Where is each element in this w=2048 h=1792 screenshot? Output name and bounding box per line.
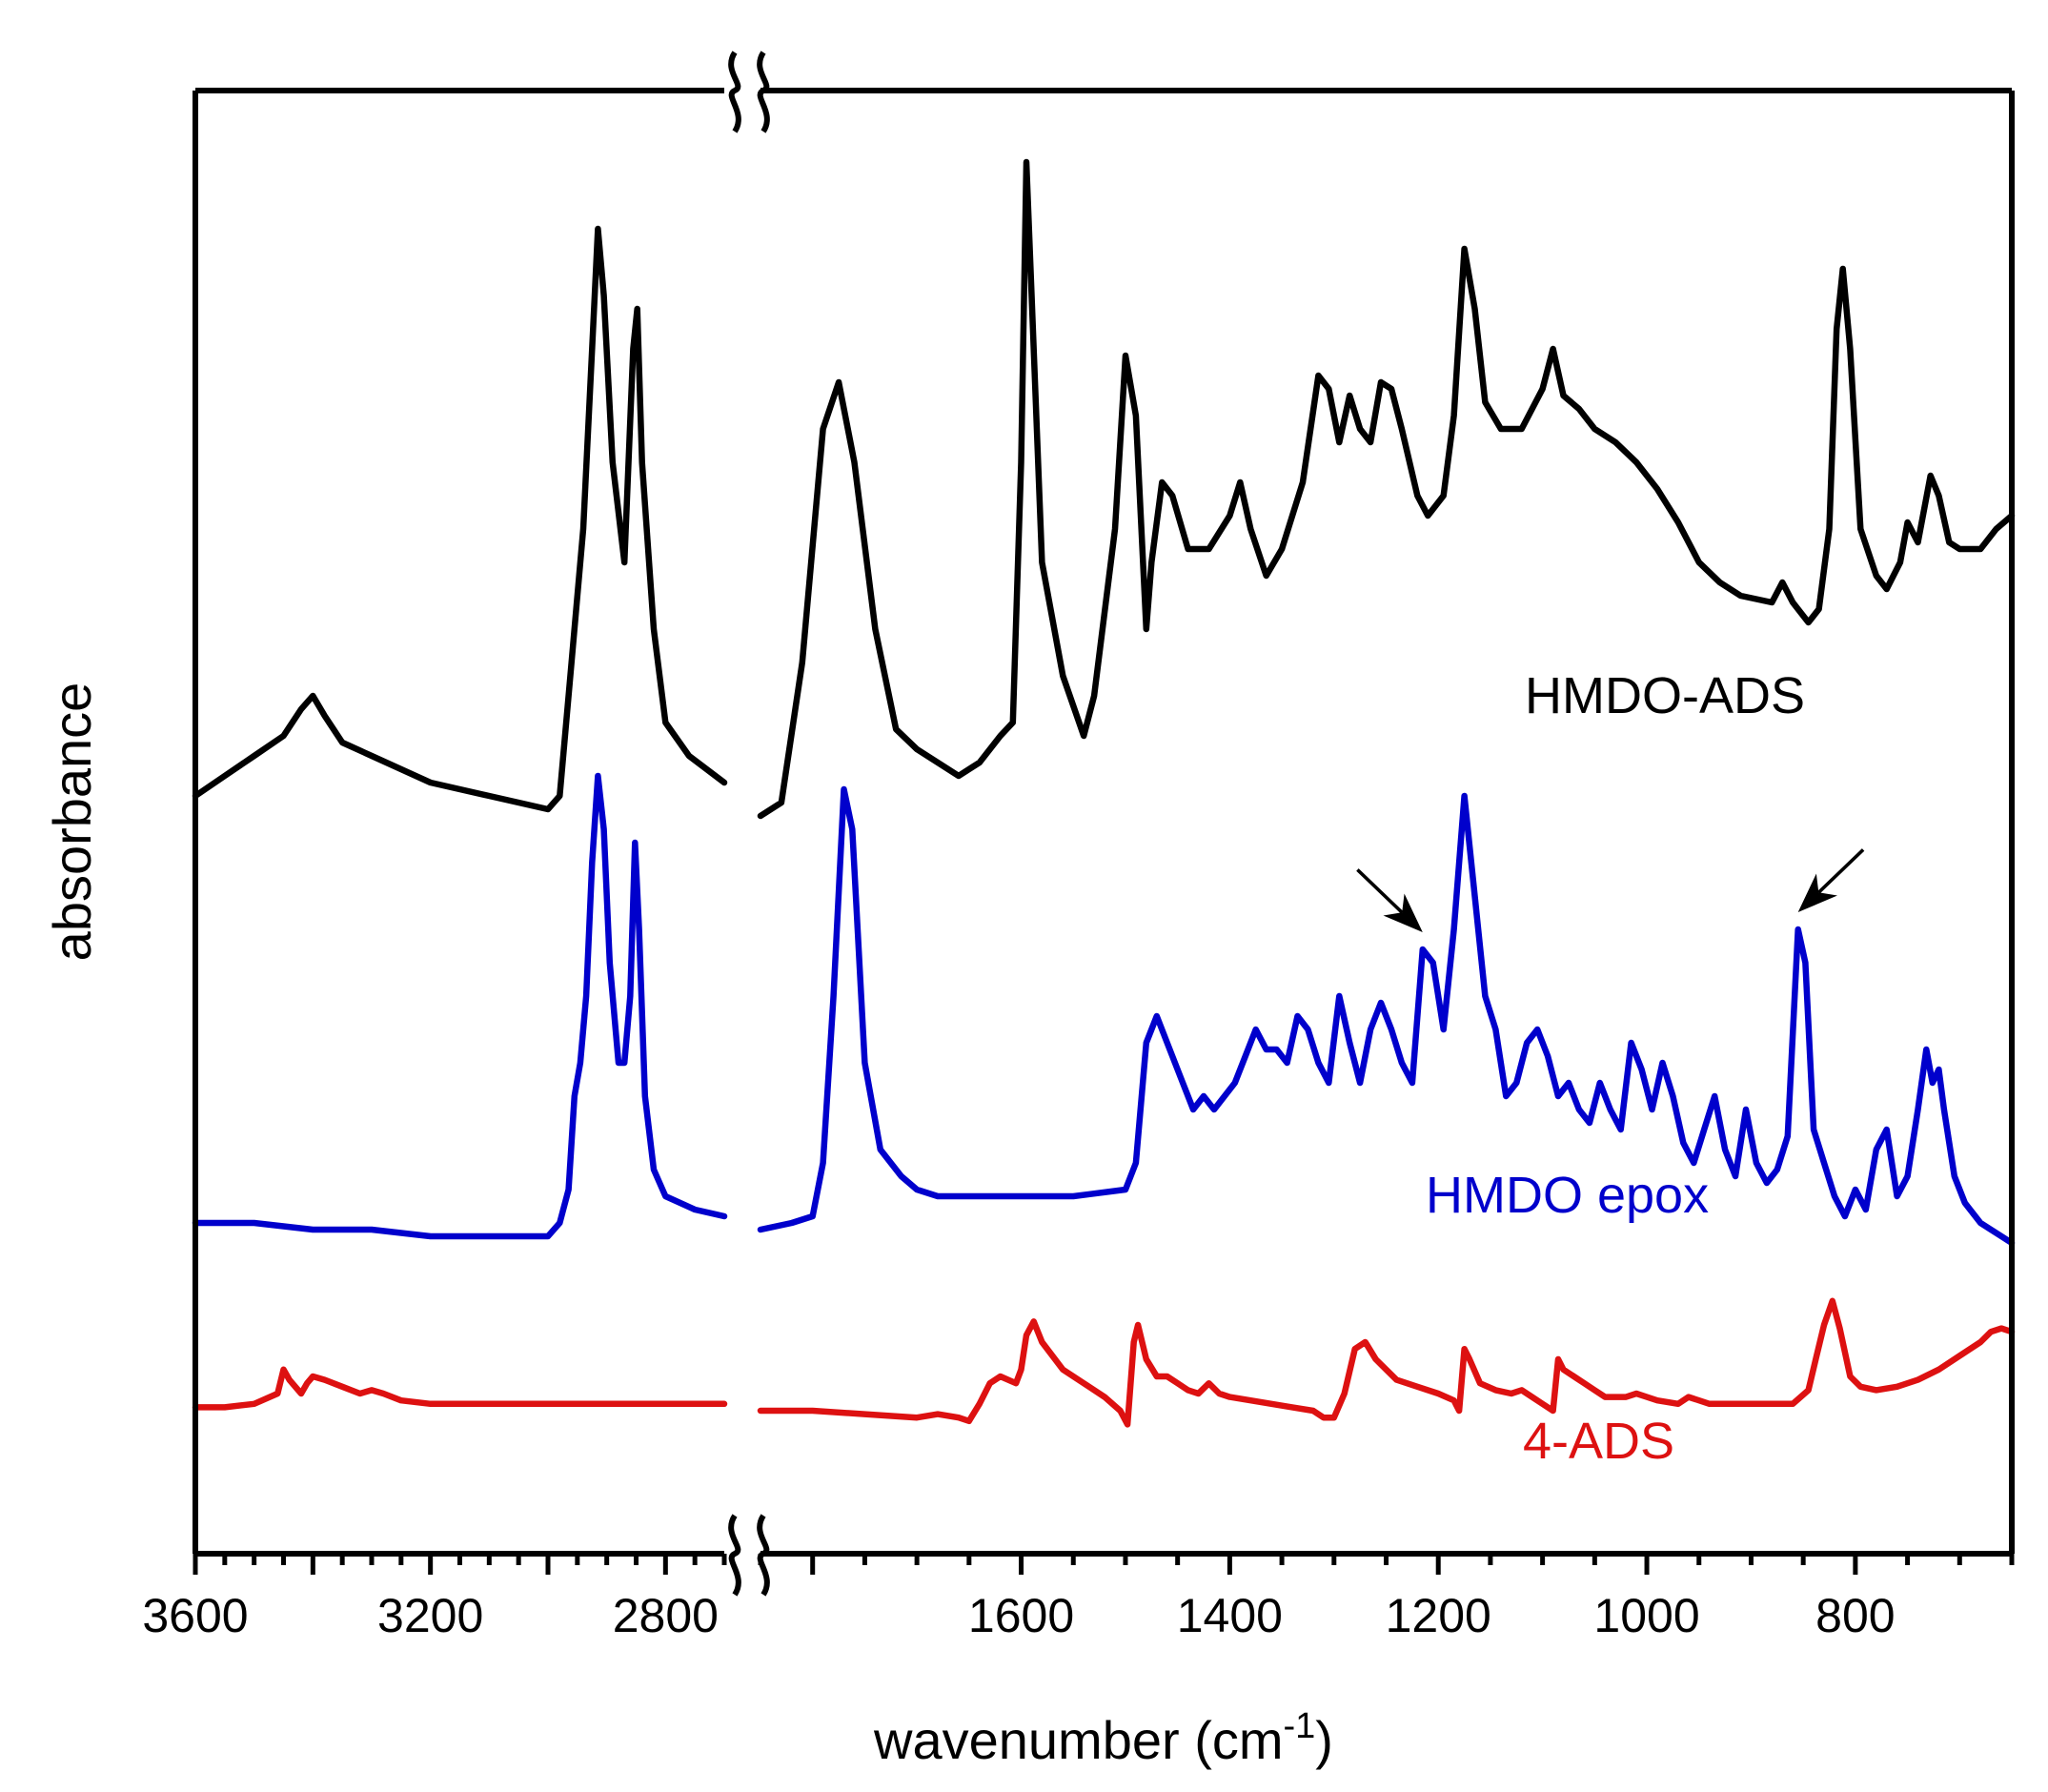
- x-tick-label-2800: 2800: [613, 1589, 719, 1642]
- series-line-hmdo-ads-low: [757, 158, 2016, 820]
- x-tick-label-1600: 1600: [968, 1589, 1074, 1642]
- top-break-left: [728, 51, 741, 133]
- series-label-hmdo-epox: HMDO epox: [1426, 1167, 1709, 1224]
- x-tick-label-800: 800: [1815, 1589, 1895, 1642]
- series-line-hmdo-epox-high: [192, 772, 728, 1240]
- series-line-4-ads-high: [192, 1366, 728, 1411]
- series-line-hmdo-epox-low: [757, 785, 2016, 1247]
- x-axis-title-superscript: -1: [1284, 1706, 1316, 1746]
- x-tick-label-3200: 3200: [377, 1589, 483, 1642]
- arrow-2-icon: [1797, 848, 1865, 912]
- x-tick-label-1400: 1400: [1177, 1589, 1283, 1642]
- y-axis-title: absorbance: [42, 682, 102, 962]
- top-break-right: [757, 51, 770, 133]
- x-tick-labels: 3600 3200 2800 1600 1400 1200 1000 800: [142, 1589, 1895, 1642]
- series-line-hmdo-ads-high: [192, 225, 728, 813]
- axis-break-marks: [726, 43, 770, 1601]
- plot-frame: [193, 88, 2015, 1557]
- x-tick-label-3600: 3600: [142, 1589, 248, 1642]
- x-axis-title: wavenumber (cm-1): [873, 1706, 1333, 1770]
- series-label-hmdo-ads: HMDO-ADS: [1525, 667, 1805, 724]
- x-tick-label-1200: 1200: [1386, 1589, 1491, 1642]
- x-tick-label-1000: 1000: [1593, 1589, 1699, 1642]
- x-ticks: [193, 1554, 2015, 1575]
- peak-arrows: [1356, 848, 1865, 932]
- series-line-4-ads-low: [757, 1297, 2016, 1428]
- x-axis-title-main: wavenumber (cm: [873, 1710, 1283, 1770]
- bottom-break-left: [728, 1514, 741, 1597]
- x-axis-title-suffix: ): [1315, 1710, 1333, 1770]
- series-label-4-ads: 4-ADS: [1523, 1413, 1674, 1470]
- arrow-1-icon: [1356, 868, 1423, 932]
- bottom-break-right: [757, 1514, 770, 1597]
- plot-traces: [192, 158, 2016, 1428]
